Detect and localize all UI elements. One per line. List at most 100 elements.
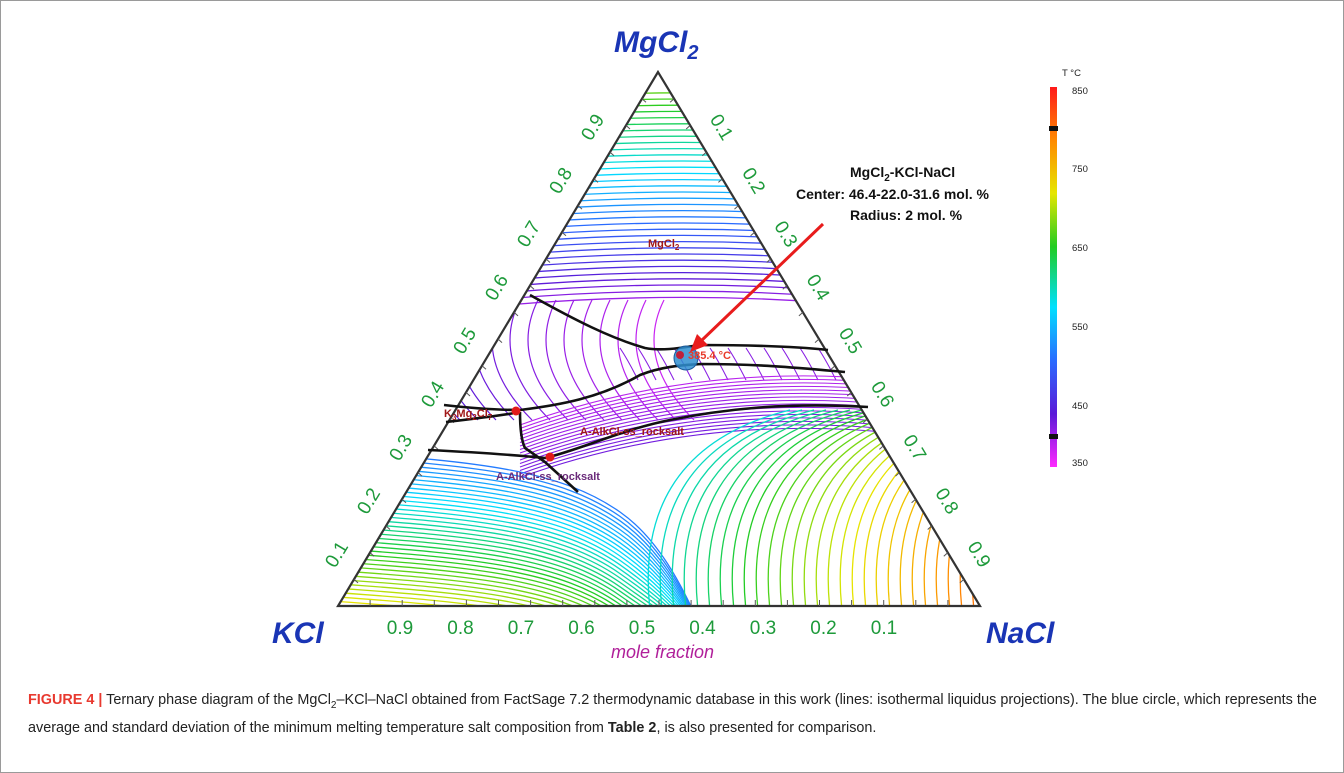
isotherm-line [519, 399, 901, 451]
colorbar-label: 350 [1072, 458, 1088, 469]
edge-tick [353, 578, 359, 584]
edge-tick [513, 311, 519, 317]
axis-label-mole-fraction: mole fraction [611, 642, 714, 662]
isotherm-line [338, 265, 980, 303]
edge-tick [750, 231, 755, 237]
colorbar-labels: 850 750 650 550 450 350 [1072, 86, 1088, 469]
isotherm-line [338, 247, 980, 284]
bottom-tick-label: 0.1 [871, 618, 897, 639]
edge-tick [529, 285, 535, 290]
isotherm-line [599, 299, 641, 421]
edge-tick [701, 151, 707, 157]
isotherm-line [339, 455, 721, 606]
isotherm-line [339, 512, 721, 606]
edge-tick [766, 258, 772, 263]
isotherm-line [339, 578, 721, 606]
isotherm-line [339, 451, 721, 606]
bottom-tick-label: 0.5 [629, 618, 655, 639]
edge-tick [481, 365, 487, 370]
colorbar-gradient [1050, 87, 1057, 467]
isotherm-line [339, 552, 721, 606]
isotherm-line [519, 389, 901, 440]
eutectic-label: 385.4 °C [688, 350, 731, 362]
right-tick-label: 0.6 [866, 378, 898, 411]
colorbar-label: 650 [1072, 243, 1088, 254]
edge-tick [497, 338, 503, 343]
isotherm-line [339, 534, 721, 606]
composition-annotation: MgCl2-KCl-NaCl Center: 46.4-22.0-31.6 mo… [690, 164, 990, 352]
isotherm-line [339, 517, 721, 606]
left-tick-label: 0.6 [481, 271, 513, 304]
isotherm-line [338, 290, 980, 328]
left-tick-label: 0.3 [385, 431, 417, 464]
isotherm-line [709, 347, 729, 381]
isotherm-line [637, 347, 657, 381]
isotherm-line [647, 409, 791, 606]
isotherm-line [339, 499, 721, 606]
isotherm-line [707, 409, 851, 606]
isotherm-line [617, 299, 659, 421]
caption-text-a: Ternary phase diagram of the MgCl [102, 692, 331, 708]
temperature-colorbar: T °C 850 750 650 550 450 350 [1049, 68, 1088, 469]
bottom-tick-labels: 0.9 0.8 0.7 0.6 0.5 0.4 0.3 0.2 0.1 [387, 618, 897, 639]
isotherm-line [339, 574, 721, 606]
isotherm-line [719, 409, 863, 606]
edge-tick [669, 98, 675, 103]
isotherm-line [339, 468, 721, 606]
bottom-tick-label: 0.8 [447, 618, 473, 639]
isotherm-line [338, 98, 980, 135]
isotherm-line [339, 570, 721, 606]
isotherm-line [781, 347, 801, 381]
isotherm-line [338, 92, 980, 129]
edge-tick [814, 338, 820, 343]
isotherm-line [339, 592, 721, 606]
edge-tick [943, 552, 949, 557]
isotherm-line [437, 299, 479, 421]
isotherm-line [339, 548, 721, 606]
edge-tick [927, 525, 933, 530]
k3mg2cl7-point [511, 406, 521, 416]
isotherm-line [799, 347, 819, 381]
left-tick-label: 0.7 [513, 218, 545, 251]
edge-tick [609, 151, 615, 157]
annotation-arrow-shaft [698, 222, 825, 344]
isotherm-line [339, 508, 721, 606]
isotherm-line [339, 521, 721, 606]
boundary-rocksalt [427, 404, 869, 460]
isotherm-line [339, 490, 721, 606]
isotherm-line [339, 526, 721, 606]
isotherm-line [863, 409, 980, 606]
bottom-tick-label: 0.6 [568, 618, 594, 639]
isotherm-line [339, 565, 721, 606]
colorbar-label: 450 [1072, 401, 1088, 412]
isotherm-line [338, 271, 980, 309]
bottom-tick-label: 0.3 [750, 618, 776, 639]
edge-tick [879, 445, 884, 450]
edge-tick [846, 392, 852, 397]
isotherm-line [339, 530, 721, 606]
isotherm-line [339, 460, 721, 606]
isotherm-line [767, 409, 911, 606]
figure-caption: FIGURE 4 | Ternary phase diagram of the … [28, 689, 1323, 740]
left-tick-label: 0.2 [353, 485, 385, 518]
isotherm-line [339, 495, 721, 606]
edge-tick [641, 98, 647, 103]
isotherm-line [911, 409, 980, 606]
right-tick-label: 0.3 [770, 218, 802, 251]
colorbar-label: 750 [1072, 164, 1088, 175]
caption-text-b: –KCl–NaCl obtained from FactSage 7.2 the… [28, 692, 1317, 736]
isotherm-line [339, 486, 721, 606]
isotherm-line [519, 392, 901, 444]
eutectic-point [676, 351, 684, 359]
bottom-tick-label: 0.4 [689, 618, 716, 639]
left-tick-label: 0.1 [321, 538, 353, 571]
edge-tick [959, 578, 965, 584]
isotherm-line [635, 299, 677, 421]
isotherm-line [338, 129, 980, 166]
colorbar-marker-low [1049, 434, 1058, 439]
edge-tick [577, 205, 583, 210]
isotherm-line [338, 259, 980, 297]
left-tick-label: 0.5 [449, 324, 481, 357]
isotherm-line [653, 299, 695, 421]
edge-tick [895, 472, 900, 477]
